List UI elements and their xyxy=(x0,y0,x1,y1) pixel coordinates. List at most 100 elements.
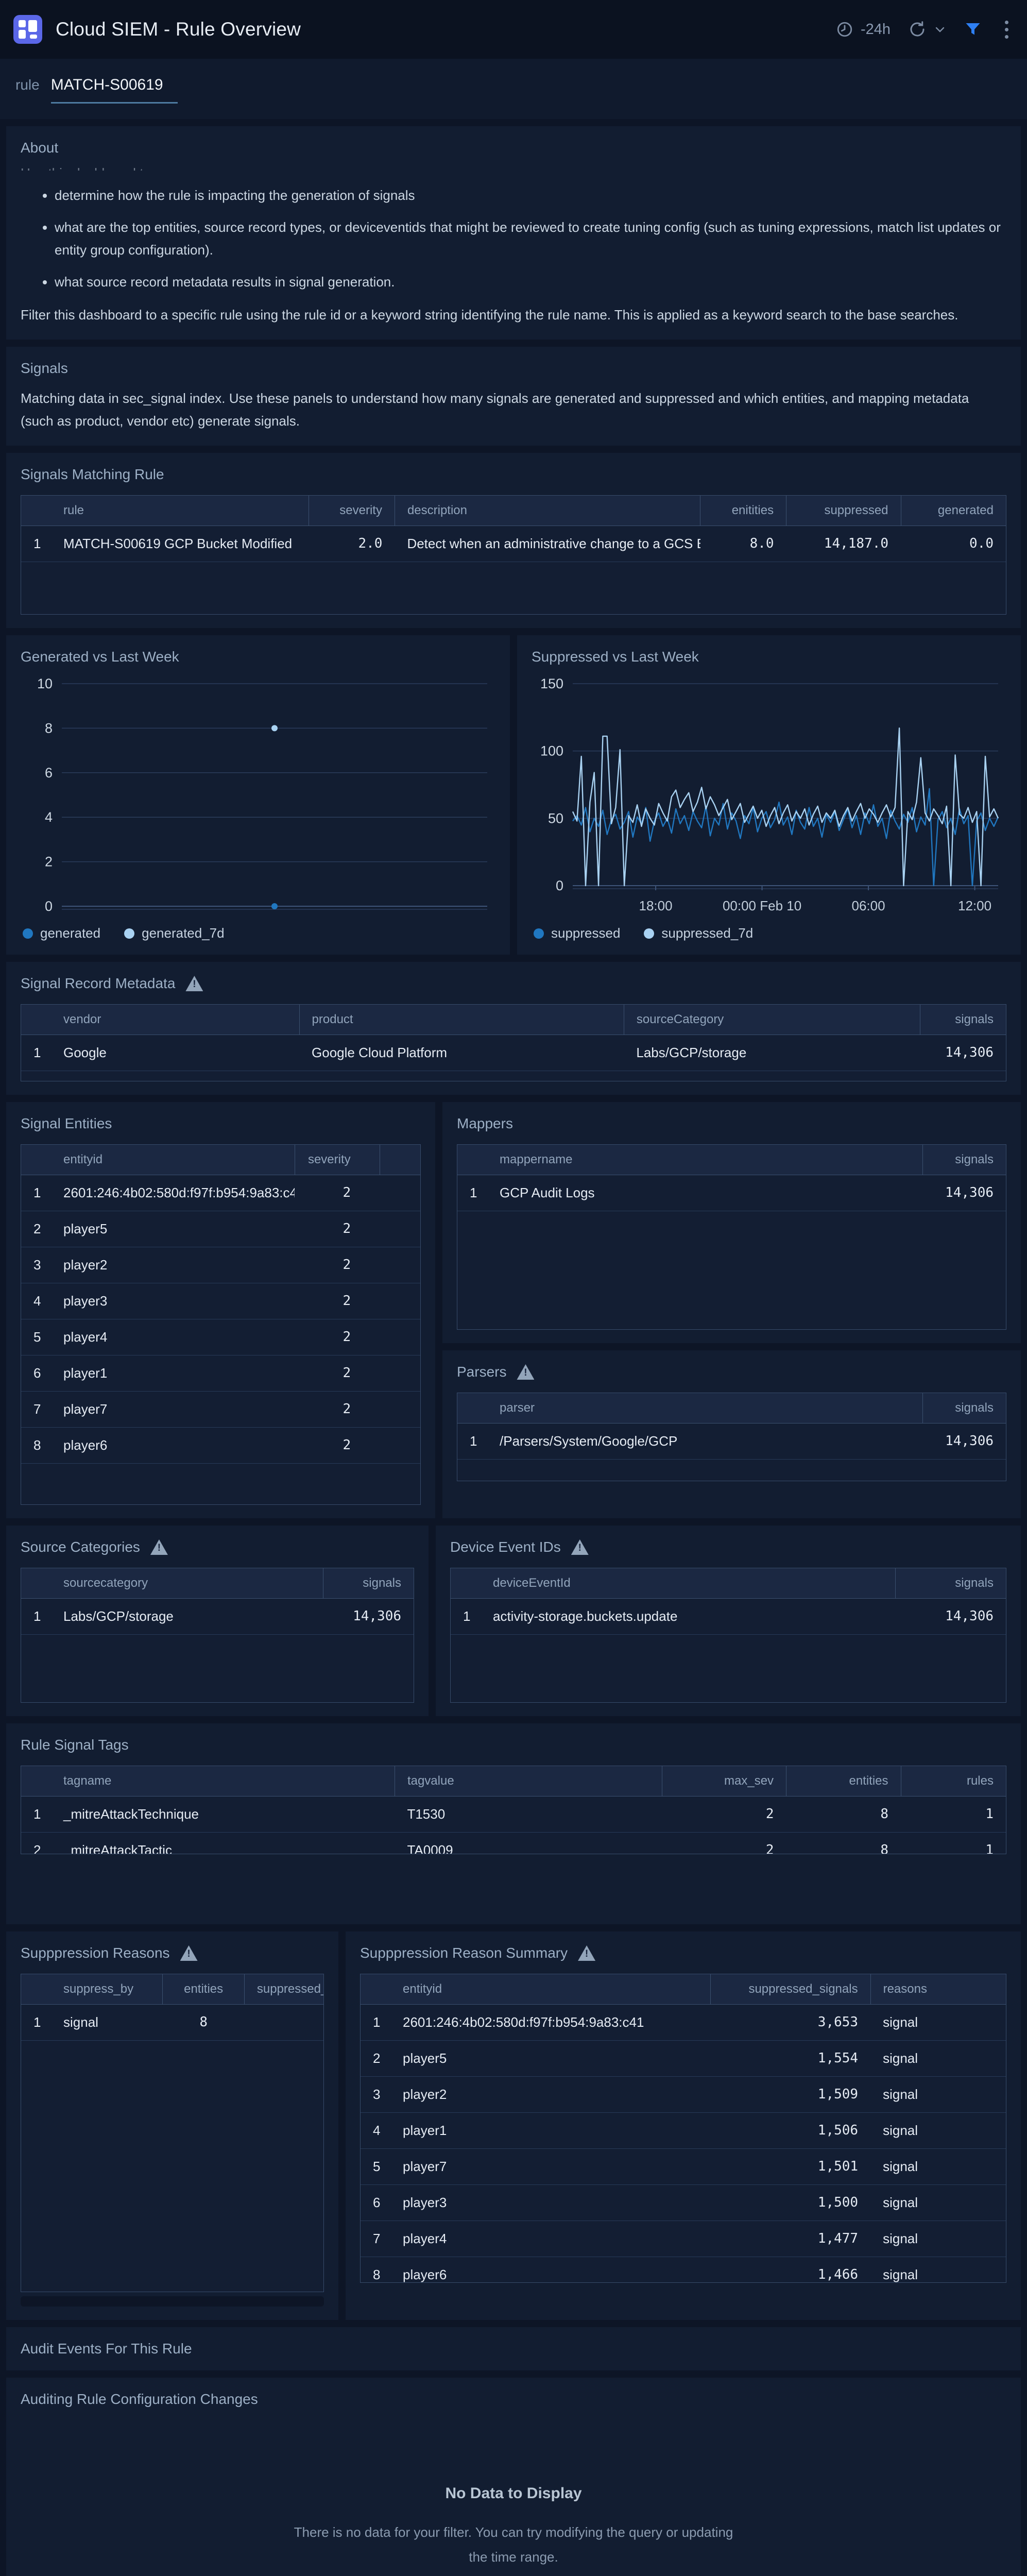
column-header[interactable]: mappername xyxy=(487,1145,923,1175)
column-header[interactable]: severity xyxy=(294,1145,380,1175)
column-header[interactable]: reasons xyxy=(870,1974,1006,2005)
table-row[interactable]: 5 player7 1,501 signal xyxy=(361,2149,1006,2185)
table-row[interactable]: 1 MATCH-S00619 GCP Bucket Modified 2.0 Dete… xyxy=(21,526,1006,562)
table-row[interactable]: 5 player4 2 xyxy=(21,1319,420,1355)
column-header[interactable]: sourceCategory xyxy=(623,1005,920,1035)
table-cell xyxy=(380,1211,420,1247)
table-row[interactable]: 1 activity-storage.buckets.update 14,306 xyxy=(451,1599,1006,1635)
warning-icon[interactable] xyxy=(578,1945,596,1961)
table-row[interactable]: 1 signal 8 xyxy=(21,2005,323,2041)
time-range-control[interactable]: -24h xyxy=(836,21,891,38)
row-number-header xyxy=(21,1974,51,2005)
column-header[interactable]: signals xyxy=(922,1145,1006,1175)
row-number: 7 xyxy=(373,2231,381,2246)
column-header[interactable]: generated xyxy=(900,496,1006,526)
column-header[interactable]: suppressed_signals xyxy=(244,1974,323,2005)
table-row[interactable]: 1 Google Google Cloud Platform Labs/GCP/sto… xyxy=(21,1035,1006,1071)
svg-text:12:00: 12:00 xyxy=(958,898,991,913)
table-row[interactable]: 1 GCP Audit Logs 14,306 xyxy=(457,1175,1006,1211)
table-cell xyxy=(380,1392,420,1428)
svg-text:10: 10 xyxy=(37,676,53,691)
column-header[interactable]: signals xyxy=(919,1005,1006,1035)
column-header[interactable]: suppress_by xyxy=(51,1974,163,2005)
column-header[interactable]: enitities xyxy=(700,496,786,526)
table-row[interactable]: 4 player3 2 xyxy=(21,1283,420,1319)
table-row[interactable]: 2 _mitreAttackTactic TA0009 2 8 1 xyxy=(21,1833,1006,1854)
horizontal-scrollbar[interactable] xyxy=(21,2296,324,2307)
about-bullet: what source record metadata results in s… xyxy=(55,270,1006,293)
table-cell: 14,187.0 xyxy=(824,536,889,551)
suppressed-chart[interactable]: 0 50 100 150 18:00 00:00 Feb 10 06:00 12:00 xyxy=(532,675,1006,920)
column-header[interactable]: description xyxy=(394,496,700,526)
column-header[interactable]: product xyxy=(299,1005,624,1035)
legend-item-generated-7d[interactable]: generated_7d xyxy=(124,925,225,941)
row-number: 1 xyxy=(33,1045,41,1060)
svg-text:4: 4 xyxy=(45,809,53,825)
column-header[interactable]: entities xyxy=(162,1974,245,2005)
column-header[interactable]: deviceEventId xyxy=(481,1568,896,1599)
table-cell: player3 xyxy=(403,2195,447,2210)
table-row[interactable]: 6 player1 2 xyxy=(21,1355,420,1392)
column-header[interactable]: entityid xyxy=(390,1974,711,2005)
row-number: 8 xyxy=(33,1437,41,1453)
table-row[interactable]: 3 player2 1,509 signal xyxy=(361,2077,1006,2113)
column-header[interactable]: entityid xyxy=(51,1145,295,1175)
table-row[interactable]: 1 2601:246:4b02:580d:f97f:b954:9a83:c41 2 xyxy=(21,1175,420,1211)
column-header[interactable]: suppressed_signals xyxy=(710,1974,871,2005)
table-row[interactable]: 4 player1 1,506 signal xyxy=(361,2113,1006,2149)
warning-icon[interactable] xyxy=(180,1945,198,1961)
column-header[interactable]: parser xyxy=(487,1393,923,1423)
column-header[interactable]: signals xyxy=(322,1568,414,1599)
legend-item-generated[interactable]: generated xyxy=(23,925,100,941)
column-header[interactable]: severity xyxy=(309,496,395,526)
generated-chart[interactable]: 0 2 4 6 8 10 xyxy=(21,675,495,920)
column-header[interactable]: entities xyxy=(786,1766,901,1797)
svg-text:50: 50 xyxy=(548,810,563,826)
column-header[interactable]: signals xyxy=(895,1568,1006,1599)
column-header[interactable]: signals xyxy=(922,1393,1006,1423)
table-cell: MATCH-S00619 GCP Bucket Modified xyxy=(63,536,293,551)
table-row[interactable]: 1 _mitreAttackTechnique T1530 2 8 1 xyxy=(21,1797,1006,1833)
column-header[interactable]: sourcecategory xyxy=(51,1568,323,1599)
kebab-menu-icon[interactable] xyxy=(1000,19,1014,41)
row-number: 1 xyxy=(33,1185,41,1200)
table-row[interactable]: 2 player5 1,554 signal xyxy=(361,2041,1006,2077)
legend-item-suppressed-7d[interactable]: suppressed_7d xyxy=(644,925,753,941)
column-header[interactable]: max_sev xyxy=(662,1766,786,1797)
warning-icon[interactable] xyxy=(517,1364,535,1380)
row-number: 1 xyxy=(33,2014,41,2030)
column-header[interactable]: tagvalue xyxy=(394,1766,662,1797)
rule-signal-tags-panel: Rule Signal Tags tagname tagvalue max_sev e… xyxy=(6,1723,1021,1924)
table-row[interactable]: 8 player6 1,466 signal xyxy=(361,2257,1006,2282)
table-row[interactable]: 2 player5 2 xyxy=(21,1211,420,1247)
refresh-control[interactable] xyxy=(908,20,946,39)
table-row[interactable]: 1/Parsers/System/Google/GCP 14,306 xyxy=(457,1423,1006,1460)
legend-label: suppressed xyxy=(551,925,621,941)
warning-icon[interactable] xyxy=(150,1539,168,1555)
table-row[interactable]: 1 2601:246:4b02:580d:f97f:b954:9a83:c41 3,… xyxy=(361,2005,1006,2041)
table-row[interactable]: 6 player3 1,500 signal xyxy=(361,2185,1006,2221)
column-header[interactable]: suppressed xyxy=(786,496,901,526)
row-number: 6 xyxy=(373,2195,381,2210)
table-cell xyxy=(380,1428,420,1464)
column-header[interactable]: rules xyxy=(900,1766,1006,1797)
legend-item-suppressed[interactable]: suppressed xyxy=(534,925,620,941)
legend-label: suppressed_7d xyxy=(661,925,754,941)
svg-text:8: 8 xyxy=(45,720,53,736)
table-cell: 1,466 xyxy=(817,2267,859,2282)
table-row[interactable]: 7 player7 2 xyxy=(21,1392,420,1428)
column-header[interactable] xyxy=(379,1145,420,1175)
filter-icon[interactable] xyxy=(964,20,982,39)
table-row[interactable]: 3 player2 2 xyxy=(21,1247,420,1283)
warning-icon[interactable] xyxy=(185,976,203,991)
table-cell: 2 xyxy=(343,1221,351,1236)
rule-filter-input[interactable]: MATCH-S00619 xyxy=(50,76,178,104)
table-cell: 1 xyxy=(985,1806,994,1822)
table-row[interactable]: 7 player4 1,477 signal xyxy=(361,2221,1006,2257)
table-row[interactable]: 1 Labs/GCP/storage 14,306 xyxy=(21,1599,414,1635)
column-header[interactable]: tagname xyxy=(51,1766,395,1797)
column-header[interactable]: vendor xyxy=(51,1005,300,1035)
column-header[interactable]: rule xyxy=(51,496,309,526)
warning-icon[interactable] xyxy=(571,1539,589,1555)
table-row[interactable]: 8 player6 2 xyxy=(21,1428,420,1464)
